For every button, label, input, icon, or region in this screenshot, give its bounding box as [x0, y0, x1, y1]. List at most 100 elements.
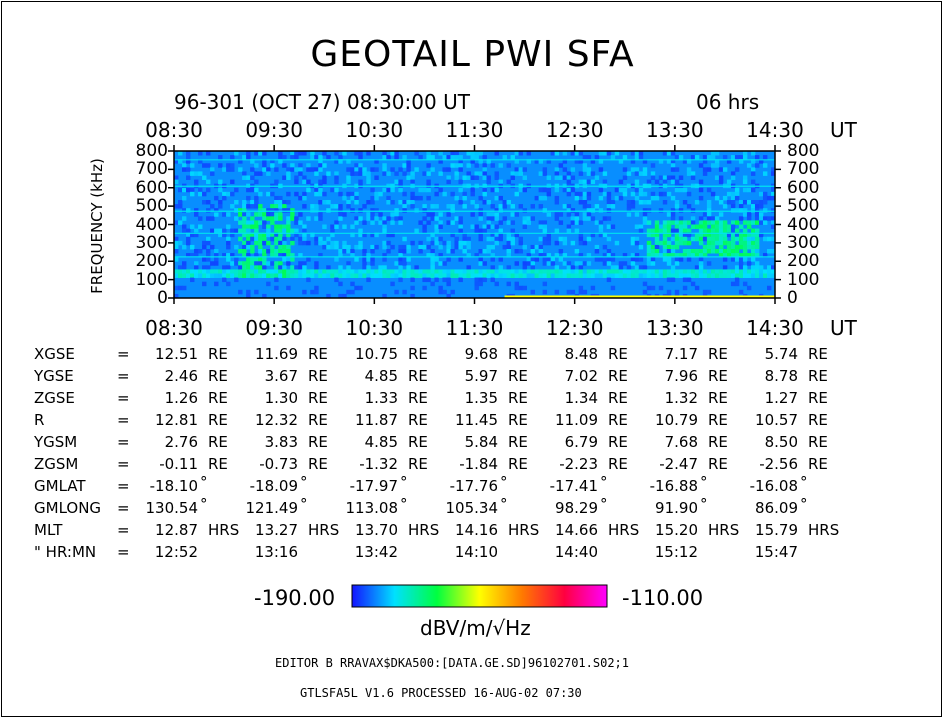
- spectrogram-cell: [682, 277, 688, 283]
- spectrogram-cell: [630, 261, 636, 266]
- spectrogram-cell: [242, 212, 247, 217]
- param-value: 1.34: [564, 389, 598, 407]
- spectrogram-cell: [210, 171, 215, 176]
- spectrogram-cell: [322, 240, 327, 246]
- spectrogram-cell: [646, 253, 652, 258]
- spectrogram-cell: [206, 179, 211, 185]
- spectrogram-cell: [634, 257, 640, 262]
- spectrogram-cell: [358, 269, 363, 274]
- spectrogram-cell: [482, 224, 487, 229]
- spectrogram-cell: [562, 187, 568, 193]
- spectrogram-cell: [434, 224, 439, 229]
- spectrogram-cell: [658, 208, 664, 213]
- x-axis-unit: UT: [830, 118, 857, 142]
- spectrogram-cell: [286, 216, 291, 221]
- spectrogram-cell: [370, 187, 375, 193]
- spectrogram-cell: [582, 273, 588, 278]
- spectrogram-cell: [714, 236, 720, 242]
- spectrogram-cell: [462, 232, 467, 238]
- spectrogram-cell: [390, 151, 395, 156]
- spectrogram-cell: [746, 244, 752, 250]
- spectrogram-cell: [398, 179, 403, 185]
- param-value: -18.10: [149, 477, 198, 495]
- spectrogram-cell: [642, 216, 648, 221]
- spectrogram-cell: [182, 163, 187, 168]
- spectrogram-cell: [186, 175, 191, 180]
- spectrogram-cell: [214, 249, 219, 254]
- spectrogram-cell: [354, 220, 359, 225]
- spectrogram-cell: [314, 208, 319, 213]
- spectrogram-cell: [662, 191, 668, 197]
- spectrogram-cell: [394, 273, 399, 278]
- spectrogram-cell: [650, 261, 656, 266]
- spectrogram-cell: [582, 167, 588, 172]
- param-label: GMLAT: [34, 477, 86, 495]
- spectrogram-cell: [750, 179, 756, 185]
- spectrogram-cell: [222, 191, 227, 197]
- spectrogram-cell: [474, 204, 479, 209]
- spectrogram-cell: [742, 228, 748, 234]
- spectrogram-cell: [638, 273, 644, 278]
- spectrogram-cell: [506, 253, 511, 258]
- spectrogram-cell: [578, 273, 584, 278]
- spectrogram-cell: [706, 244, 712, 250]
- param-equals: =: [117, 367, 130, 385]
- spectrogram-cell: [682, 249, 688, 254]
- spectrogram-cell: [754, 216, 760, 221]
- param-equals: =: [117, 433, 130, 451]
- spectrogram-cell: [646, 244, 652, 250]
- spectrogram-cell: [710, 220, 716, 225]
- spectrogram-cell: [182, 261, 187, 266]
- spectrogram-cell: [478, 257, 483, 262]
- spectrogram-cell: [210, 273, 215, 278]
- spectrogram-cell: [410, 269, 415, 274]
- spectrogram-cell: [638, 200, 644, 205]
- spectrogram-cell: [474, 285, 479, 291]
- spectrogram-cell: [198, 216, 203, 221]
- spectrogram-cell: [710, 224, 716, 229]
- spectrogram-cell: [202, 240, 207, 246]
- spectrogram-cell: [422, 204, 427, 209]
- spectrogram-cell: [286, 208, 291, 213]
- spectrogram-cell: [350, 232, 355, 238]
- spectrogram-cell: [566, 261, 572, 266]
- spectrogram-cell: [310, 208, 315, 213]
- spectrogram-cell: [262, 224, 267, 229]
- param-unit: RE: [408, 389, 428, 407]
- spectrogram-cell: [734, 244, 740, 250]
- spectrogram-cell: [698, 261, 704, 266]
- spectrogram-cell: [466, 236, 471, 242]
- spectrogram-cell: [602, 257, 608, 262]
- spectrogram-cell: [738, 273, 744, 278]
- spectrogram-cell: [394, 208, 399, 213]
- spectrogram-cell: [414, 265, 419, 270]
- spectrogram-cell: [390, 244, 395, 250]
- spectrogram-cell: [470, 224, 475, 229]
- spectrogram-cell: [402, 289, 407, 295]
- spectrogram-cell: [722, 195, 728, 201]
- spectrogram-cell: [246, 244, 251, 250]
- spectrogram-cell: [466, 265, 471, 270]
- spectrogram-cell: [698, 195, 704, 201]
- spectrogram-cell: [234, 261, 239, 266]
- spectrogram-cell: [214, 212, 219, 217]
- spectrogram-cell: [438, 212, 443, 217]
- spectrogram-cell: [218, 232, 223, 238]
- spectrogram-cell: [678, 232, 684, 238]
- spectrogram-cell: [538, 253, 544, 258]
- spectrogram-cell: [570, 187, 576, 193]
- spectrogram-cell: [582, 200, 588, 205]
- spectrogram-cell: [650, 175, 656, 180]
- spectrogram-cell: [326, 200, 331, 205]
- spectrogram-cell: [370, 257, 375, 262]
- spectrogram-cell: [662, 257, 668, 262]
- spectrogram-cell: [430, 281, 435, 287]
- spectrogram-cell: [666, 277, 672, 283]
- spectrogram-cell: [610, 204, 616, 209]
- spectrogram-cell: [510, 220, 515, 225]
- spectrogram-cell: [302, 261, 307, 266]
- param-value: 7.68: [664, 433, 698, 451]
- spectrogram-cell: [354, 195, 359, 201]
- spectrogram-cell: [270, 269, 275, 274]
- param-row: GMLONG = 130.54 ° 121.49 ° 113.08 ° 105.34 ° 98.29…: [0, 495, 945, 519]
